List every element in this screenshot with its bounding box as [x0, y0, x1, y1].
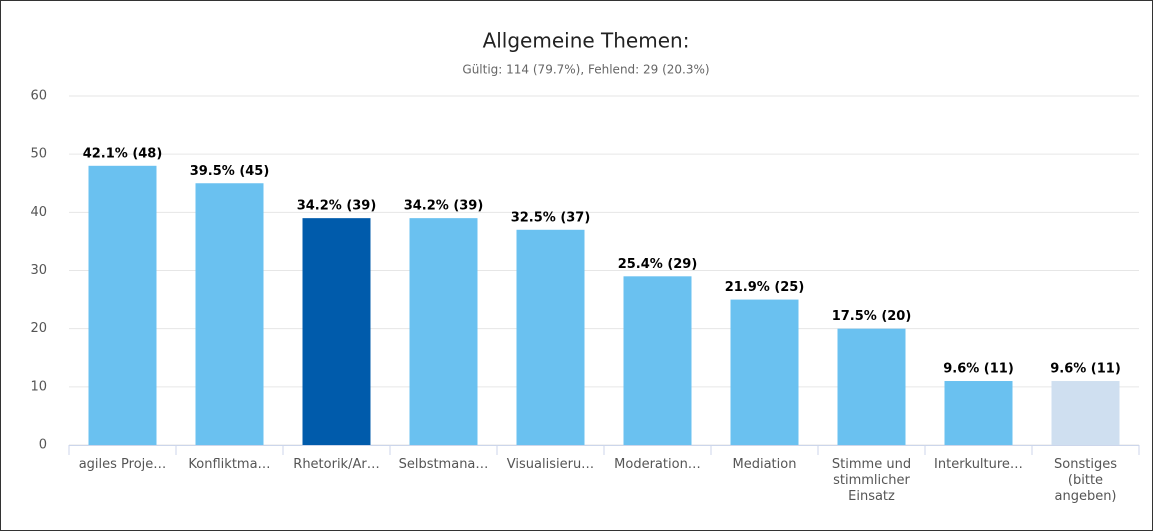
data-label: 39.5% (45) — [190, 164, 270, 179]
y-tick-label: 10 — [30, 379, 47, 394]
x-tick-label: Mediation — [732, 457, 797, 472]
bar — [623, 276, 692, 445]
data-label: 42.1% (48) — [83, 146, 163, 161]
bar — [516, 229, 585, 445]
x-tick-label: Selbstmana… — [398, 457, 489, 472]
x-tick-label: agiles Proje… — [78, 457, 167, 472]
y-tick-label: 50 — [30, 147, 47, 162]
bar — [195, 183, 264, 445]
bar — [730, 299, 799, 445]
data-label: 34.2% (39) — [404, 199, 484, 214]
data-label: 9.6% (11) — [943, 362, 1014, 377]
bar — [837, 328, 906, 445]
bar — [409, 218, 478, 445]
x-tick-label: Interkulture… — [934, 457, 1023, 472]
chart-title: Allgemeine Themen: — [483, 29, 690, 53]
bar — [944, 381, 1013, 445]
data-label: 9.6% (11) — [1050, 362, 1121, 377]
data-label: 34.2% (39) — [297, 199, 377, 214]
chart-subtitle: Gültig: 114 (79.7%), Fehlend: 29 (20.3%) — [462, 63, 709, 77]
bar — [1051, 381, 1120, 445]
y-tick-label: 60 — [30, 89, 47, 104]
x-tick-label: Moderation… — [614, 457, 701, 472]
data-label: 17.5% (20) — [832, 309, 912, 324]
x-tick-label: Rhetorik/Ar… — [293, 457, 380, 472]
y-tick-label: 20 — [30, 321, 47, 336]
y-tick-label: 0 — [39, 438, 47, 453]
x-tick-label: Visualisieru… — [506, 457, 595, 472]
data-label: 32.5% (37) — [511, 210, 591, 225]
x-tick-label: Stimme und stimmlicher Einsatz — [831, 457, 912, 504]
bar — [302, 218, 371, 445]
x-tick-label: Sonstiges (bitte angeben) — [1054, 457, 1117, 504]
y-tick-label: 30 — [30, 263, 47, 278]
data-label: 21.9% (25) — [725, 280, 805, 295]
x-tick-label: Konfliktma… — [188, 457, 271, 472]
bar — [88, 165, 157, 446]
y-tick-label: 40 — [30, 205, 47, 220]
data-label: 25.4% (29) — [618, 257, 698, 272]
